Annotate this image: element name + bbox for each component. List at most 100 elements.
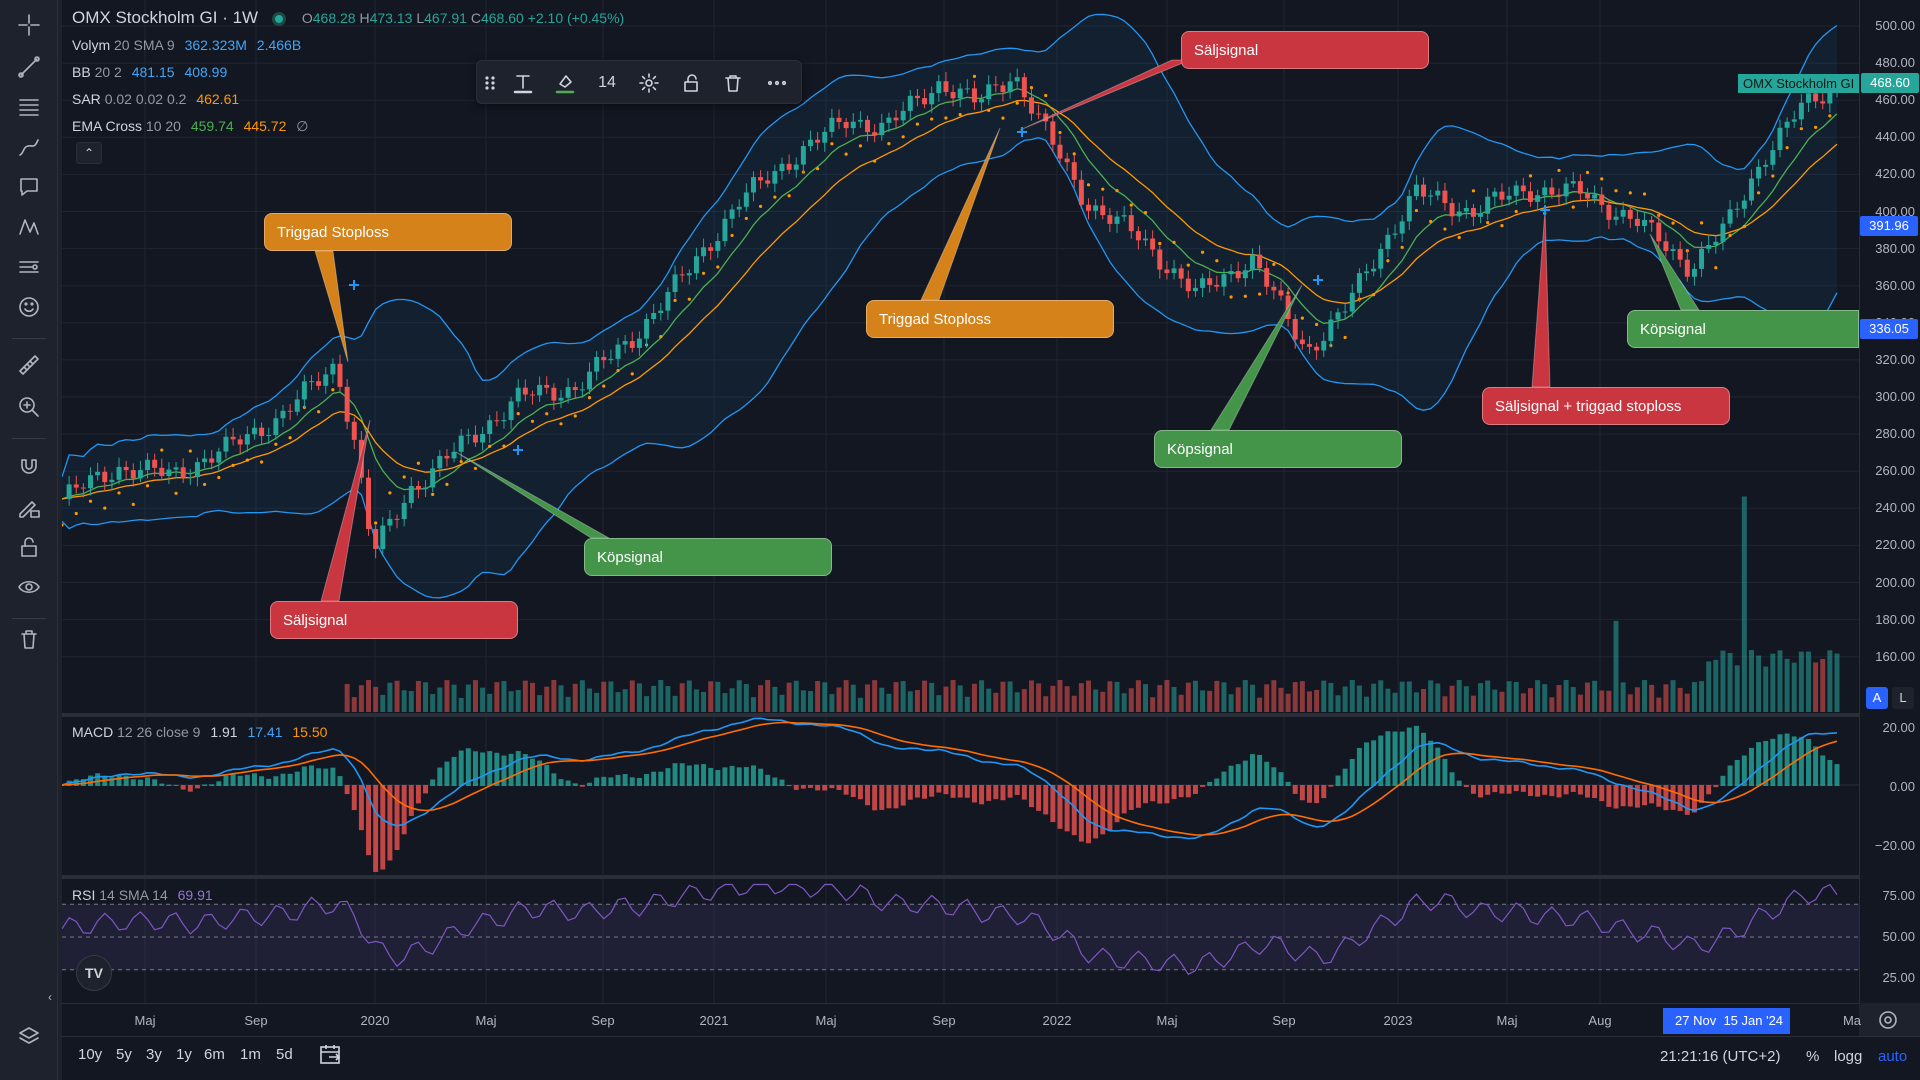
volume-bar [458,697,464,712]
sar-dot [416,461,421,465]
macd-histogram-bar [1014,785,1020,795]
symbol-title[interactable]: OMX Stockholm GI · 1W [72,8,259,27]
candle [1699,248,1705,269]
macd-histogram-bar [1128,785,1134,810]
macd-histogram-bar [636,777,642,786]
layers-icon[interactable] [12,1020,46,1054]
pane-divider-macd[interactable] [62,713,1920,717]
magnet-icon[interactable] [12,448,46,482]
timeframe-button-3y[interactable]: 3y [146,1046,162,1063]
timeframe-button-1y[interactable]: 1y [176,1046,192,1063]
macd-histogram-bar [1392,731,1398,786]
callout-sell-signal-2021[interactable]: Säljsignal [1181,31,1429,69]
candle [936,81,942,94]
settings-icon[interactable] [635,69,663,97]
macd-histogram-bar [615,774,621,786]
candle [323,374,329,386]
candle [123,466,129,471]
sar-legend[interactable]: SAR 0.02 0.02 0.2 462.61 [72,91,240,107]
candle [1207,278,1213,285]
callout-sell-stoploss-2023[interactable]: Säljsignal + triggad stoploss [1482,387,1730,425]
chart-canvas[interactable] [59,0,1859,1003]
lock-icon[interactable] [12,530,46,564]
auto-scale-button[interactable]: A [1866,687,1888,709]
trend-line-icon[interactable] [12,50,46,84]
clock-timezone[interactable]: 21:21:16 (UTC+2) [1660,1048,1781,1065]
macd-histogram-bar [1292,785,1298,794]
callout-buy-signal-2020[interactable]: Köpsignal [584,538,832,576]
macd-histogram-bar [601,776,607,786]
fib-icon[interactable] [12,90,46,124]
font-size-selector[interactable]: 14 [598,74,616,91]
symbol-legend[interactable]: OMX Stockholm GI · 1W O468.28 H473.13 L4… [72,8,625,27]
eye-icon[interactable] [12,570,46,604]
candle [1371,268,1377,272]
calendar-range-icon[interactable] [318,1044,344,1066]
rsi-legend[interactable]: RSI 14 SMA 14 69.91 [72,887,213,903]
delete-drawing-icon[interactable] [719,69,747,97]
crosshair-icon[interactable] [12,8,46,42]
timeframe-button-5d[interactable]: 5d [276,1046,293,1063]
macd-histogram-bar [629,777,635,786]
pattern-icon[interactable] [12,210,46,244]
collapse-legend-button[interactable]: ⌃ [76,142,102,164]
price-axis[interactable]: 500.00 480.00 460.00 440.00 420.00 400.00 380.… [1859,0,1920,1003]
timeframe-button-6m[interactable]: 6m [204,1046,225,1063]
callout-triggered-stoploss-2020[interactable]: Triggad Stoploss [264,213,512,251]
time-settings-icon[interactable] [1876,1008,1900,1032]
callout-buy-signal-2023[interactable]: Köpsignal [1627,310,1859,348]
sar-dot [787,194,791,198]
macd-histogram-bar [216,781,222,786]
timeframe-button-10y[interactable]: 10y [78,1046,103,1063]
text-color-icon[interactable] [509,69,537,97]
bb-lower-tag: 336.05 [1860,319,1918,339]
macd-histogram-bar [1285,781,1291,786]
candle [907,95,913,111]
macd-histogram-bar [501,755,507,786]
trash-icon[interactable] [12,622,46,656]
log-toggle[interactable]: logg [1834,1048,1863,1065]
callout-buy-signal-2022[interactable]: Köpsignal [1154,430,1402,468]
volume-bar [1007,681,1013,712]
volume-legend[interactable]: Volym 20 SMA 9 362.323M 2.466B [72,37,302,53]
volume-bar [1798,651,1804,712]
drag-handle-icon[interactable] [483,69,497,97]
auto-toggle[interactable]: auto [1878,1048,1908,1065]
emoji-icon[interactable] [12,290,46,324]
more-options-icon[interactable] [763,69,791,97]
time-axis[interactable]: Maj Sep 2020 Maj Sep 2021 Maj Sep 2022 Maj Sep 2023… [62,1003,1861,1036]
volume-bar [971,683,977,712]
collapse-toolbar-icon[interactable]: ‹ [48,990,52,1004]
zoom-in-icon[interactable] [12,390,46,424]
macd-histogram-bar [872,785,878,811]
tradingview-logo-icon[interactable]: TV [76,955,112,991]
ruler-icon[interactable] [12,348,46,382]
lock-draw-icon[interactable] [12,490,46,524]
macd-legend[interactable]: MACD 12 26 close 9 1.91 17.41 15.50 [72,724,328,740]
text-note-icon[interactable] [12,170,46,204]
hidden-icon[interactable]: ∅ [296,118,309,134]
lock-drawing-icon[interactable] [677,69,705,97]
fill-color-icon[interactable] [551,69,579,97]
callout-triggered-stoploss-2021[interactable]: Triggad Stoploss [866,300,1114,338]
macd-histogram-bar [1349,758,1355,786]
volume-bar [943,686,949,712]
pane-divider-rsi[interactable] [62,875,1920,879]
candle [1335,312,1341,320]
ema-cross-legend[interactable]: EMA Cross 10 20 459.74 445.72 ∅ [72,118,309,134]
callout-sell-signal-2020[interactable]: Säljsignal [270,601,518,639]
log-scale-button[interactable]: L [1892,687,1914,709]
timeframe-button-1m[interactable]: 1m [240,1046,261,1063]
brush-icon[interactable] [12,130,46,164]
forecast-icon[interactable] [12,250,46,284]
volume-bar [1078,683,1084,712]
macd-histogram-bar [1242,760,1248,786]
percent-toggle[interactable]: % [1806,1048,1820,1065]
timeframe-button-5y[interactable]: 5y [116,1046,132,1063]
macd-histogram-bar [415,785,421,804]
candle [294,399,300,412]
time-axis-label: Sep [1272,1013,1296,1028]
volume-bar [1741,496,1747,712]
chart-area[interactable] [59,0,1859,1003]
bb-legend[interactable]: BB 20 2 481.15 408.99 [72,64,228,80]
